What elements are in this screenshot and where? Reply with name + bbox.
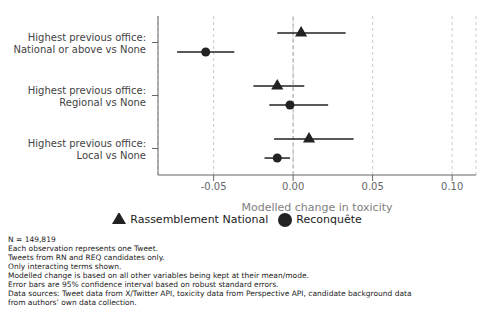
svg-text:Highest previous office:Local: Highest previous office:Local vs None bbox=[28, 138, 146, 161]
svg-text:Highest previous office:Region: Highest previous office:Regional vs None bbox=[28, 85, 146, 108]
html-text:Data sources: Tweet data from: Data sources: Tweet data from X/Twitter … bbox=[8, 289, 412, 298]
svg-text:Highest previous office:Nation: Highest previous office:National or abov… bbox=[14, 32, 147, 55]
svg-text:0.10: 0.10 bbox=[441, 181, 463, 192]
svg-text:0.00: 0.00 bbox=[282, 181, 304, 192]
html-text:Rassemblement National: Rassemblement National bbox=[130, 213, 269, 226]
html-text:Error bars are 95% confidence: Error bars are 95% confidence interval b… bbox=[8, 280, 279, 289]
html-text:Modelled change is based on al: Modelled change is based on all other va… bbox=[8, 271, 309, 280]
html-text:Reconquête: Reconquête bbox=[296, 213, 362, 226]
html-text:Only interacting terms shown.: Only interacting terms shown. bbox=[8, 262, 122, 271]
html-text:N = 149,819: N = 149,819 bbox=[8, 235, 56, 244]
svg-text:Modelled change in toxicity: Modelled change in toxicity bbox=[241, 201, 393, 214]
html-text:Tweets from RN and REQ candida: Tweets from RN and REQ candidates only. bbox=[8, 253, 165, 262]
html-text:from authors’ own data collect: from authors’ own data collection. bbox=[8, 298, 137, 307]
html-text:Each observation represents on: Each observation represents one Tweet. bbox=[8, 244, 158, 253]
svg-text:0.05: 0.05 bbox=[362, 181, 384, 192]
svg-text:-0.05: -0.05 bbox=[201, 181, 227, 192]
